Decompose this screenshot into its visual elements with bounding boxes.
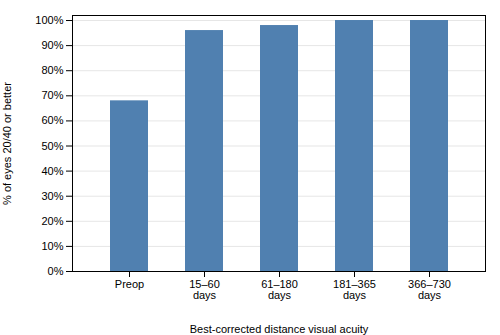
svg-text:Best-corrected distance visual: Best-corrected distance visual acuity (190, 323, 369, 335)
svg-text:60%: 60% (41, 114, 63, 126)
svg-text:10%: 10% (41, 240, 63, 252)
svg-text:20%: 20% (41, 215, 63, 227)
svg-text:366–730days: 366–730days (408, 278, 451, 301)
svg-text:30%: 30% (41, 190, 63, 202)
svg-text:181–365days: 181–365days (333, 278, 376, 301)
svg-text:40%: 40% (41, 165, 63, 177)
svg-text:Preop: Preop (115, 278, 144, 290)
svg-text:50%: 50% (41, 140, 63, 152)
svg-text:70%: 70% (41, 89, 63, 101)
svg-text:80%: 80% (41, 64, 63, 76)
svg-text:15–60days: 15–60days (189, 278, 220, 301)
svg-text:0%: 0% (48, 265, 64, 277)
svg-text:90%: 90% (41, 39, 63, 51)
svg-text:% of eyes 20/40 or better: % of eyes 20/40 or better (1, 82, 13, 205)
svg-text:100%: 100% (35, 14, 63, 26)
svg-text:61–180days: 61–180days (261, 278, 298, 301)
